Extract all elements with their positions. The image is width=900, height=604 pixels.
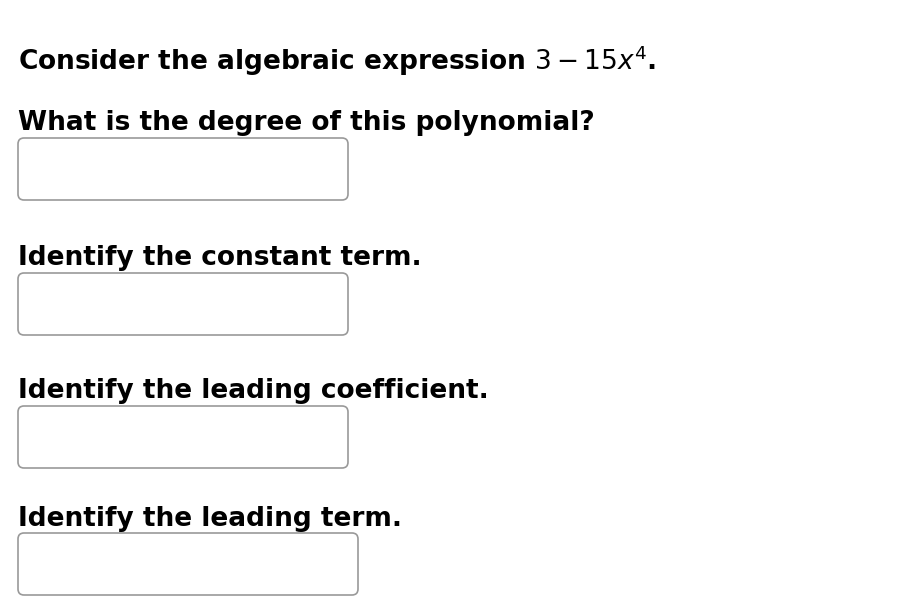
Text: Identify the leading coefficient.: Identify the leading coefficient.: [18, 378, 489, 404]
FancyBboxPatch shape: [18, 273, 348, 335]
FancyBboxPatch shape: [18, 406, 348, 468]
Text: What is the degree of this polynomial?: What is the degree of this polynomial?: [18, 110, 595, 136]
Text: Identify the leading term.: Identify the leading term.: [18, 506, 402, 532]
Text: Consider the algebraic expression $3 - 15x^4$.: Consider the algebraic expression $3 - 1…: [18, 43, 656, 77]
FancyBboxPatch shape: [18, 533, 358, 595]
FancyBboxPatch shape: [18, 138, 348, 200]
Text: Identify the constant term.: Identify the constant term.: [18, 245, 421, 271]
